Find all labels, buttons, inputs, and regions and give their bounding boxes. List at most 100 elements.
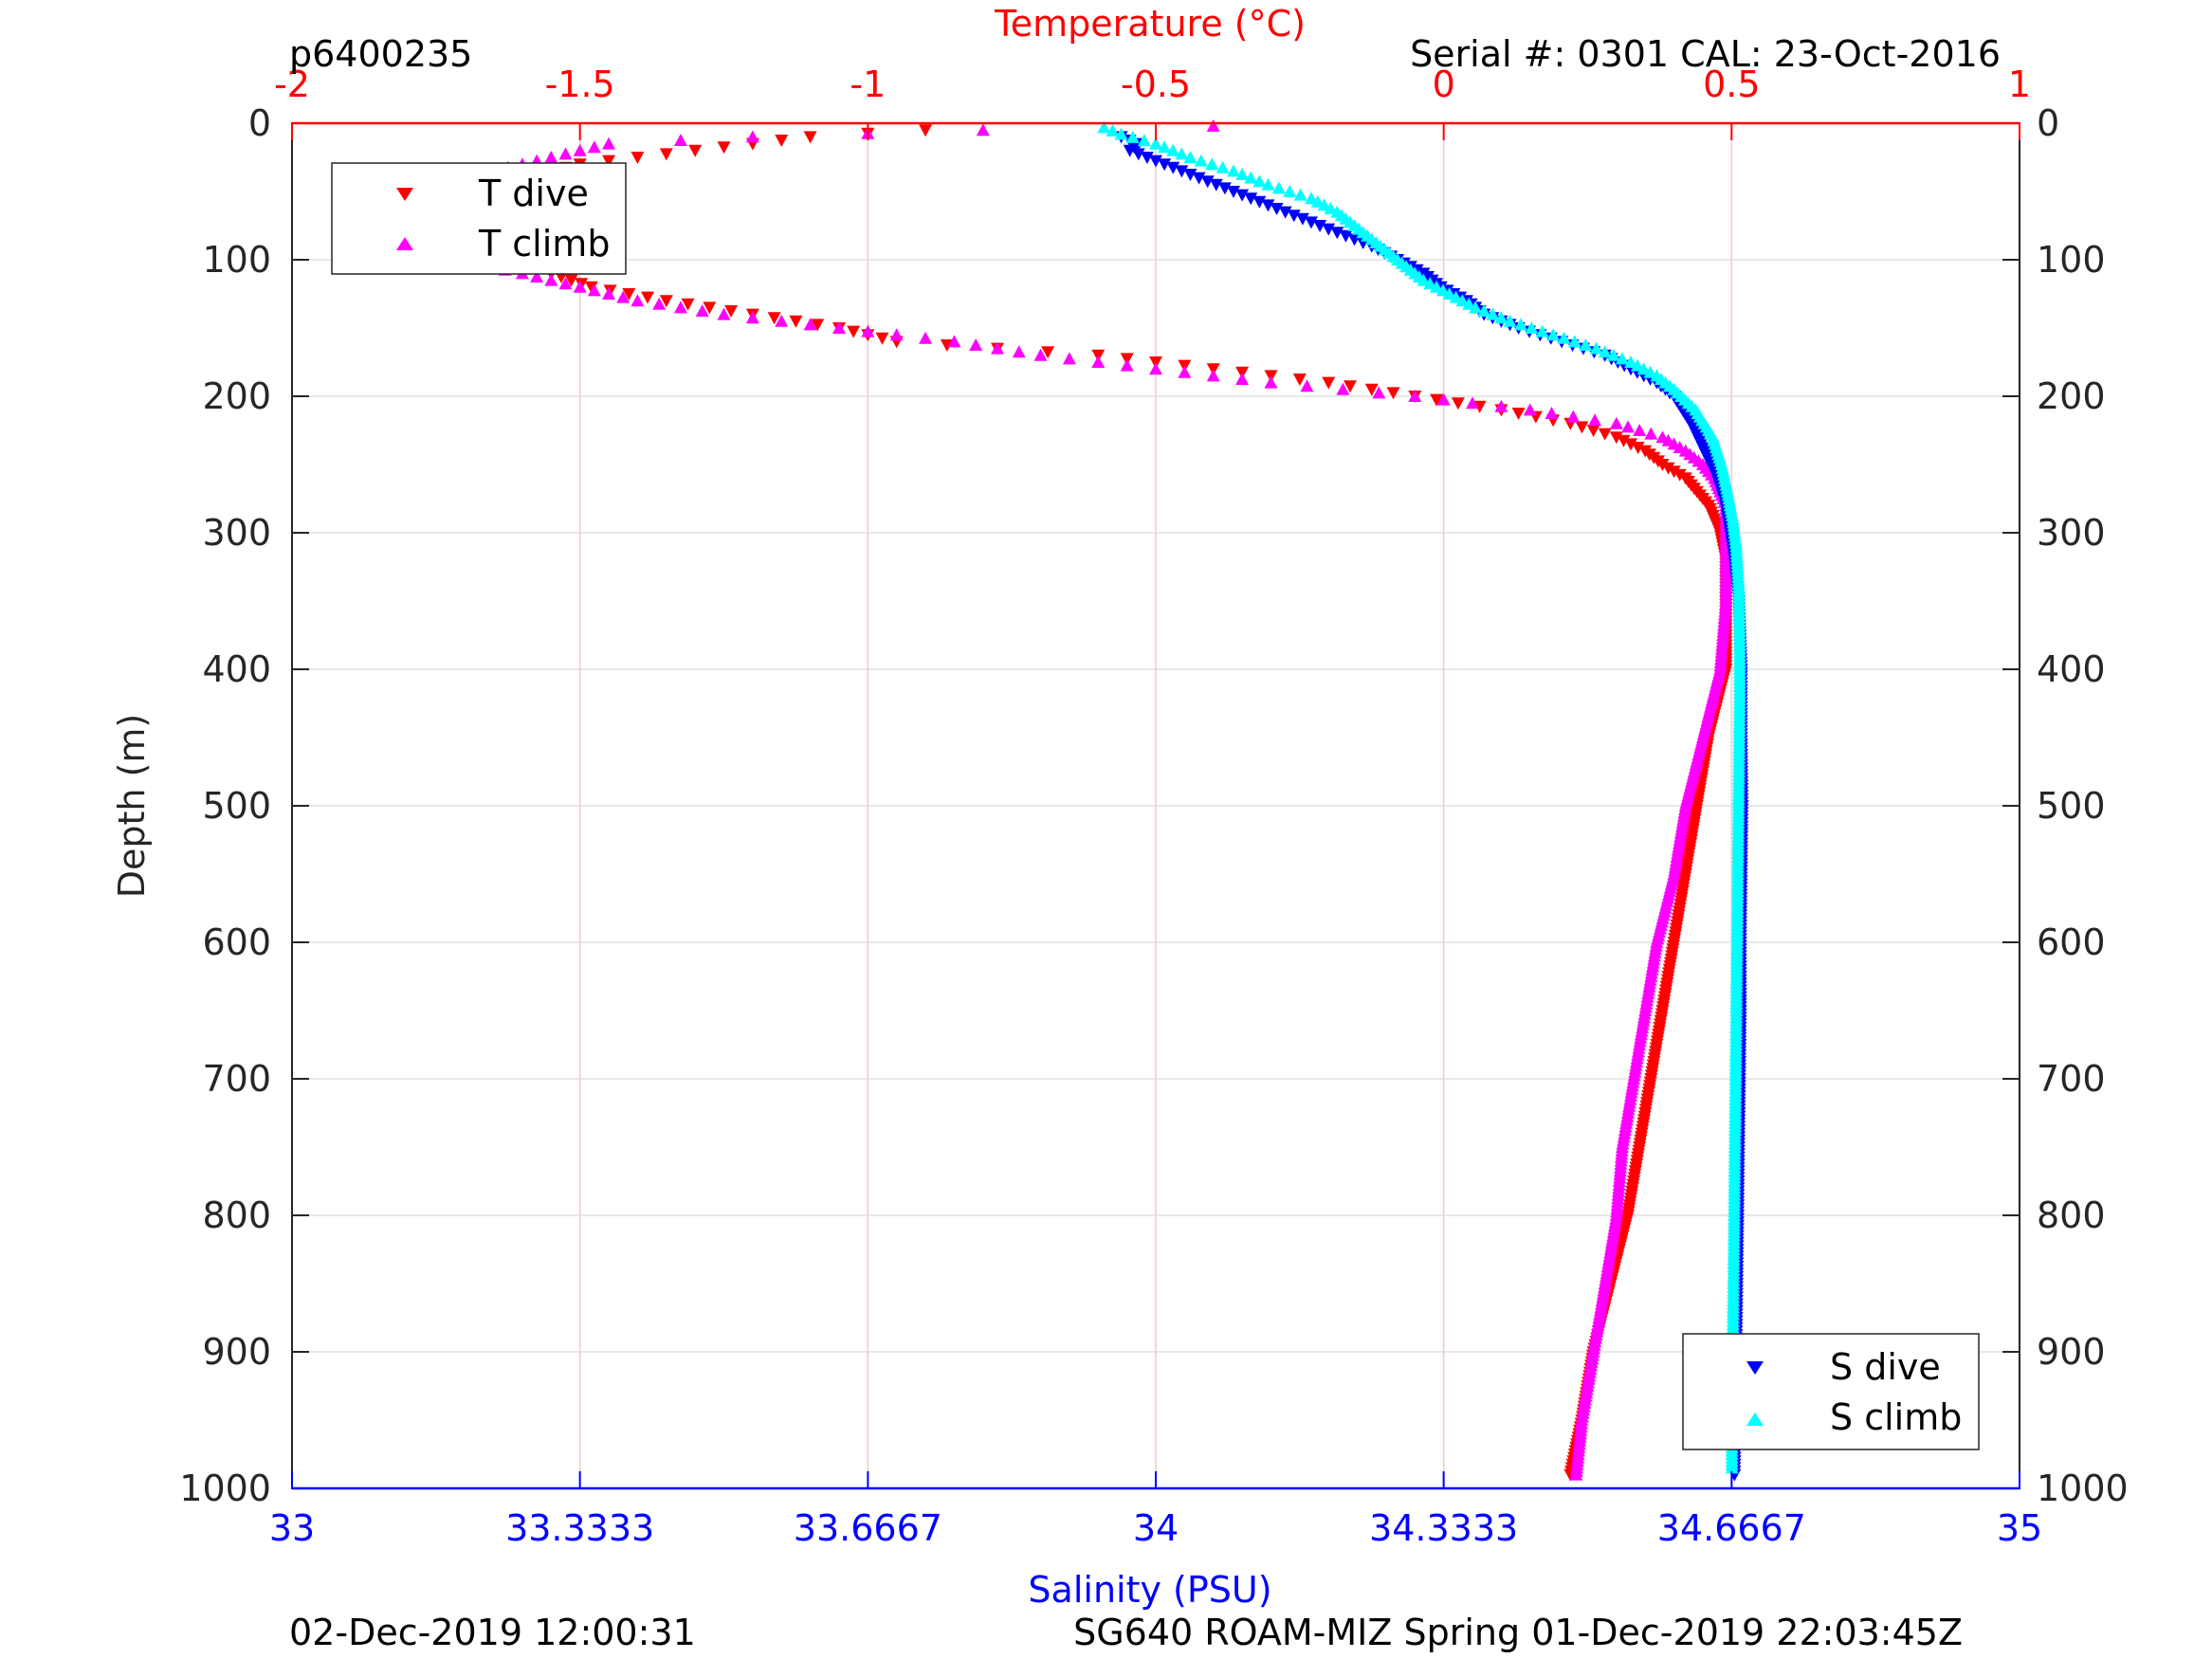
data-point — [789, 315, 803, 328]
data-point — [1410, 264, 1424, 277]
data-point — [1636, 362, 1651, 375]
data-point — [681, 298, 695, 311]
data-point — [889, 328, 904, 341]
profile-id: p6400235 — [289, 33, 472, 75]
data-point — [717, 141, 731, 155]
data-point — [1523, 403, 1537, 416]
data-point — [1598, 428, 1612, 441]
depth-tick-label-left: 600 — [202, 921, 271, 963]
plot-area — [383, 118, 1749, 1482]
data-point — [947, 335, 961, 348]
depth-tick-label-left: 900 — [202, 1331, 271, 1373]
grid — [292, 123, 2020, 1488]
data-point — [775, 314, 789, 327]
data-point — [1226, 186, 1240, 198]
salinity-tick-label: 33.3333 — [505, 1507, 654, 1549]
depth-tick-label-right: 1000 — [2037, 1468, 2129, 1509]
data-point — [1630, 358, 1644, 372]
depth-axis-label: Depth (m) — [111, 714, 153, 899]
data-point — [1423, 277, 1437, 290]
depth-tick-label-right: 0 — [2037, 102, 2059, 144]
data-point — [659, 148, 673, 161]
data-point — [976, 123, 990, 137]
data-point — [1372, 386, 1386, 399]
legend-t-climb-marker — [396, 237, 413, 250]
data-point — [1091, 356, 1106, 368]
data-point — [1566, 410, 1581, 423]
data-point — [1125, 130, 1140, 143]
data-point — [1615, 352, 1629, 365]
data-point — [1339, 229, 1353, 243]
data-point — [1609, 431, 1623, 445]
data-point — [1624, 438, 1638, 451]
salinity-tick-label: 33.6667 — [794, 1507, 942, 1549]
data-point — [703, 301, 717, 315]
data-point — [1545, 407, 1559, 419]
data-point — [1322, 376, 1336, 390]
data-point — [573, 143, 587, 156]
data-point — [1194, 154, 1208, 167]
temperature-tick-label: -1.5 — [545, 64, 615, 105]
data-point — [1330, 227, 1344, 240]
legend-s-dive-label: S dive — [1830, 1346, 1941, 1388]
data-point — [602, 155, 616, 168]
data-point — [1226, 164, 1240, 177]
data-point — [1469, 301, 1483, 314]
data-point — [1293, 188, 1307, 201]
data-point — [1569, 1468, 1583, 1481]
data-point — [1140, 152, 1154, 164]
data-point — [1417, 273, 1431, 286]
data-point — [544, 273, 558, 286]
salinity-tick-label: 34 — [1133, 1507, 1179, 1549]
data-point — [1661, 462, 1675, 475]
depth-tick-label-right: 900 — [2037, 1331, 2106, 1373]
data-point — [745, 311, 759, 324]
data-point — [1217, 182, 1232, 195]
data-point — [1466, 396, 1480, 410]
data-point — [1667, 465, 1681, 479]
data-point — [1206, 369, 1220, 382]
data-point — [969, 338, 983, 351]
data-point — [659, 295, 673, 308]
depth-tick-label-left: 700 — [202, 1058, 271, 1100]
data-point — [832, 321, 846, 334]
depth-tick-label-right: 400 — [2037, 648, 2106, 690]
data-point — [584, 281, 598, 294]
data-point — [1271, 181, 1286, 194]
data-point — [641, 291, 655, 304]
data-point — [1235, 373, 1250, 385]
data-point — [688, 144, 703, 157]
data-point — [1386, 387, 1400, 400]
data-point — [673, 301, 687, 314]
data-point — [1486, 307, 1500, 320]
data-point — [717, 307, 731, 320]
data-point — [1261, 199, 1275, 212]
data-point — [811, 319, 825, 332]
data-point — [616, 290, 631, 303]
data-point — [1606, 348, 1620, 361]
legend-s-climb-marker — [1746, 1413, 1764, 1426]
data-point — [1631, 442, 1645, 454]
data-point — [1166, 161, 1180, 174]
data-point — [1557, 331, 1571, 344]
data-point — [602, 137, 616, 150]
data-point — [1430, 280, 1444, 293]
data-point — [1462, 297, 1476, 310]
data-point — [1617, 434, 1631, 447]
depth-tick-label-right: 800 — [2037, 1194, 2106, 1236]
data-point — [875, 332, 889, 345]
data-point — [1244, 192, 1258, 206]
depth-tick-label-left: 200 — [202, 375, 271, 417]
series-t-climb — [383, 118, 1733, 1481]
data-point — [1451, 397, 1465, 410]
data-point — [1120, 358, 1134, 372]
depth-tick-label-left: 500 — [202, 785, 271, 827]
legend-temperature: T dive T climb — [331, 162, 627, 275]
data-point — [1477, 304, 1491, 317]
data-point — [1137, 134, 1151, 147]
data-point — [1264, 375, 1278, 389]
data-point — [1535, 324, 1549, 337]
data-point — [1364, 383, 1379, 396]
data-point — [1408, 390, 1422, 402]
data-point — [1336, 382, 1350, 395]
